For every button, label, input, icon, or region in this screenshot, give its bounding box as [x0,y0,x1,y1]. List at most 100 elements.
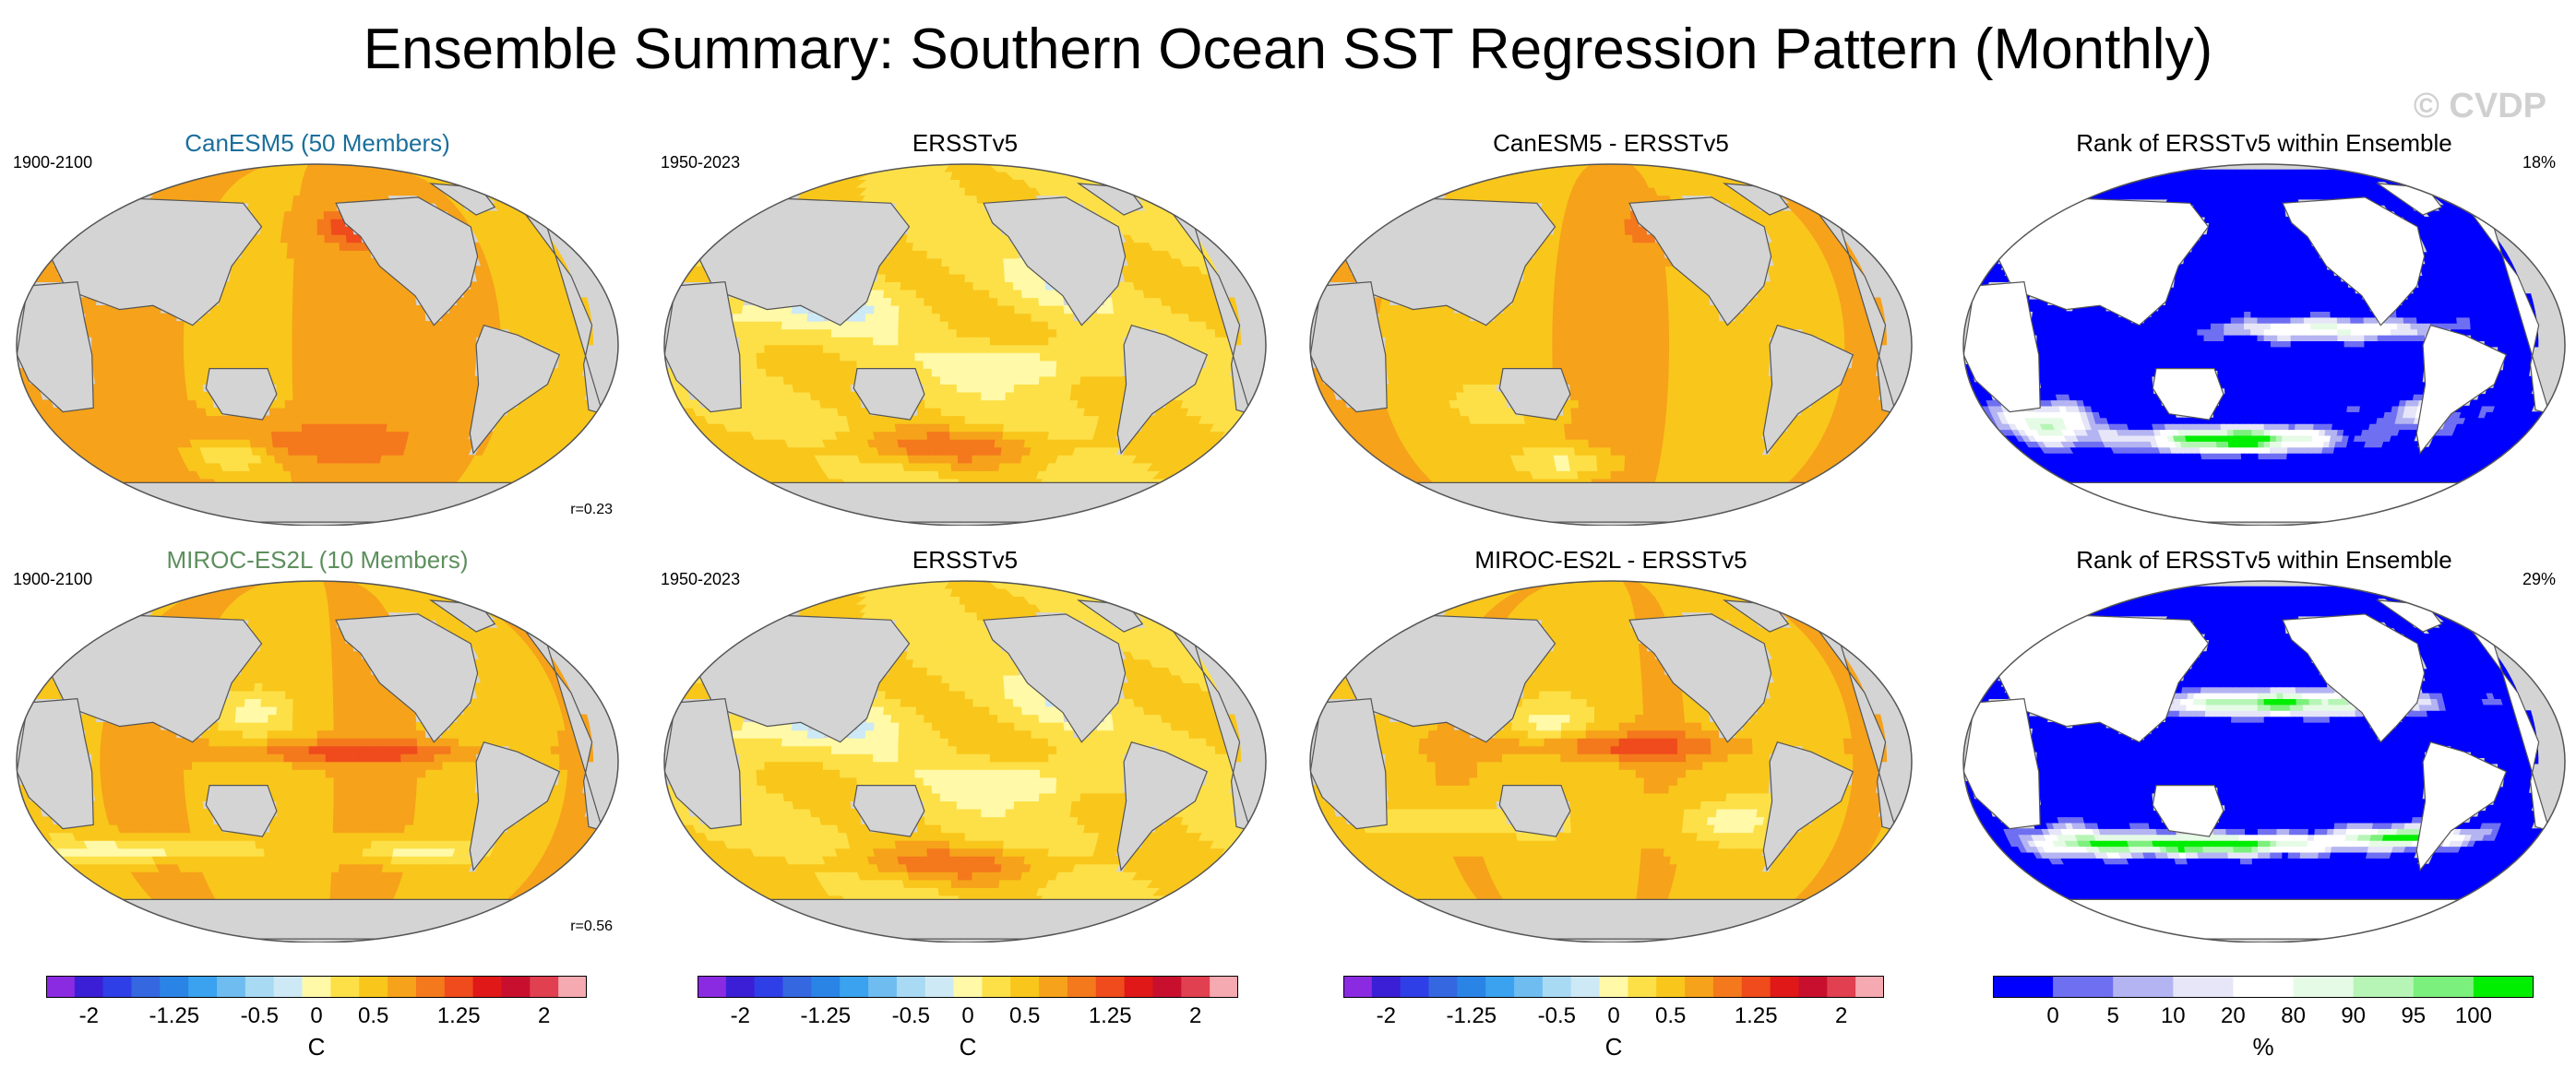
continent-outline [335,613,479,743]
colorbar-box [1542,976,1572,998]
colorbar: -2 -1.25 -0.5 0 0.5 1.25 2 C [698,976,1238,1077]
colorbar-tick-label: 100 [2454,1003,2492,1028]
colorbar-box [1152,976,1182,998]
colorbar-frame [698,976,1238,998]
colorbar-tick-label: 90 [2341,1003,2367,1028]
colorbar-tick-label: 20 [2221,1003,2246,1028]
colorbar-box [840,976,869,998]
continent-outline [2282,613,2426,743]
colorbar-box [1993,976,2054,998]
colorbar-box [1628,976,1657,998]
panel-title: ERSSTv5 [912,546,1019,574]
colorbar-tick-label: 0.5 [1009,1003,1041,1028]
colorbar: -2 -1.25 -0.5 0 0.5 1.25 2 C [46,976,587,1077]
continent-outline [853,785,925,837]
continent-outline [664,281,742,413]
colorbar-box [1343,976,1373,998]
colorbar-box [558,976,587,998]
colorbar-box [444,976,474,998]
continent-outline [2035,481,2493,523]
continent-outline [17,698,94,830]
panel-title: CanESM5 - ERSSTv5 [1493,129,1729,157]
continent-outline [335,196,479,326]
map-field [1963,581,2565,943]
colorbar-box [2413,976,2475,998]
continent-outline [1812,202,1898,415]
robinson-map [663,580,1267,943]
colorbar-box [1124,976,1153,998]
colorbar-tick-label: 10 [2160,1003,2186,1028]
colorbar-box [415,976,446,998]
continent-outline [1812,619,1898,832]
map-field [664,164,1266,526]
colorbar-box [131,976,161,998]
colorbar-unit: C [959,1033,977,1061]
colorbar-tick-label: 0 [961,1003,974,1028]
colorbar-swatches [1993,976,2534,998]
colorbar-tick-label: -0.5 [891,1003,930,1028]
continent-outline [2415,324,2508,455]
colorbar-box [302,976,331,998]
continent-outline [2465,619,2551,832]
colorbar-box [2113,976,2174,998]
continent-outline [1310,281,1388,413]
colorbar-box [530,976,559,998]
map-border [663,163,1267,526]
map-field [17,164,618,526]
colorbar-box [1685,976,1714,998]
continent-outline [983,196,1127,326]
colorbar-tick-label: 5 [2106,1003,2119,1028]
colorbar-tick-label: 0 [2046,1003,2059,1028]
colorbar-box [754,976,784,998]
continent-outline [1166,619,1252,832]
colorbar-box [1371,976,1401,998]
pattern-correlation: r=0.23 [570,502,613,517]
colorbar-box [782,976,812,998]
continent-outline [1116,741,1209,872]
map-border [16,163,619,526]
colorbar-box [217,976,246,998]
colorbar-box [1400,976,1430,998]
colorbar-box [1855,976,1884,998]
watermark: © CVDP [2413,87,2546,125]
panel-title: ERSSTv5 [912,129,1019,157]
continent-outline [736,898,1194,940]
colorbar-tick-label: 80 [2281,1003,2306,1028]
colorbar-box [953,976,983,998]
colorbar-box [2173,976,2234,998]
continent-outline [1116,324,1209,455]
continent-outline [1498,785,1571,837]
colorbar: -2 -1.25 -0.5 0 0.5 1.25 2 C [1343,976,1884,1077]
colorbar-box [1599,976,1628,998]
continent-outline [2465,202,2551,415]
continent-outline [205,368,278,421]
continent-outline [1382,481,1840,523]
colorbar-tick-label: 0.5 [358,1003,389,1028]
colorbar-box [46,976,76,998]
colorbar-box [1712,976,1743,998]
colorbar-box [2353,976,2415,998]
colorbar-box [1570,976,1601,998]
map-border [1962,163,2566,526]
colorbar-box [273,976,304,998]
map-field [1310,581,1912,943]
continent-outline [2035,898,2493,940]
robinson-map [1309,580,1913,943]
colorbar-box [1798,976,1828,998]
continent-outline [89,481,546,523]
colorbar-box [1039,976,1068,998]
colorbar-box [2233,976,2295,998]
robinson-map [1962,163,2566,526]
colorbar-unit: % [2252,1033,2274,1061]
colorbar-box [725,976,756,998]
colorbar-box [1095,976,1126,998]
colorbar-box [160,976,189,998]
colorbar-box [1485,976,1515,998]
period-label: 1950-2023 [661,570,741,588]
colorbar-tick-label: 1.25 [1734,1003,1778,1028]
colorbar-frame [1993,976,2534,998]
continent-outline [1762,741,1854,872]
map-panel: CanESM5 (50 Members) 1900-2100 r=0.23 [13,129,622,535]
continent-outline [17,281,94,413]
colorbar-box [1514,976,1544,998]
